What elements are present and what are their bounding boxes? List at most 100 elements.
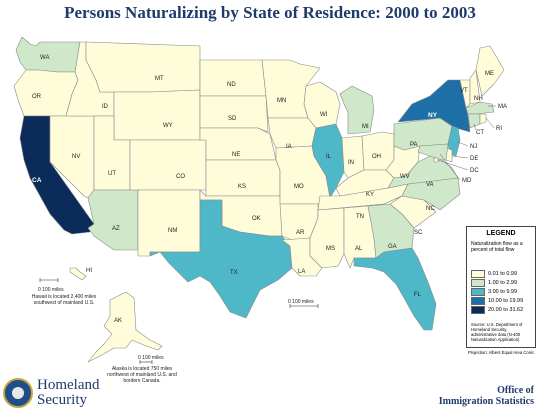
- label-CT: CT: [476, 130, 484, 136]
- label-SC: SC: [414, 230, 423, 236]
- label-VA: VA: [426, 182, 434, 188]
- label-PA: PA: [410, 142, 418, 148]
- state-HI: [69, 267, 87, 281]
- label-ND: ND: [227, 82, 236, 88]
- label-AL: AL: [355, 246, 363, 252]
- label-MS: MS: [326, 246, 335, 252]
- legend-item: 20.00 to 31.62: [471, 305, 524, 314]
- state-TX: [149, 199, 293, 319]
- office-credit: Office of Immigration Statistics: [439, 385, 534, 407]
- label-ME: ME: [485, 71, 494, 77]
- legend-swatch: [471, 305, 485, 314]
- legend-item: 10.00 to 19.99: [471, 296, 523, 305]
- label-MA: MA: [498, 104, 507, 110]
- label-NM: NM: [168, 228, 177, 234]
- label-RI: RI: [496, 126, 502, 132]
- note-hawaii-wrap: Hawaii is located 2,400 miles southwest …: [31, 294, 97, 306]
- label-AK: AK: [114, 318, 122, 324]
- label-CO: CO: [176, 174, 185, 180]
- dhs-wordmark-line2: Security: [37, 392, 87, 408]
- note-hawaii: Hawaii is located 2,400 miles southwest …: [31, 294, 97, 306]
- label-GA: GA: [388, 244, 397, 250]
- label-MT: MT: [155, 76, 164, 82]
- leader-RI: [485, 117, 495, 129]
- label-NC: NC: [426, 206, 435, 212]
- legend-item: 1.00 to 2.99: [471, 278, 518, 287]
- label-MI: MI: [362, 124, 369, 130]
- note-alaska-wrap: Alaska is located 750 miles northwest of…: [107, 366, 177, 384]
- legend-label: 1.00 to 2.99: [488, 279, 518, 286]
- office-line1: Office of: [497, 385, 534, 396]
- label-TN: TN: [356, 214, 364, 220]
- state-IL: [311, 123, 345, 199]
- label-MN: MN: [277, 98, 286, 104]
- label-LA: LA: [298, 269, 305, 275]
- legend-label: 20.00 to 31.62: [488, 306, 524, 313]
- label-WI: WI: [320, 112, 328, 118]
- dhs-wordmark-line1: Homeland: [37, 377, 100, 393]
- legend-swatch: [471, 296, 485, 305]
- legend-item: 0.01 to 0.99: [471, 269, 518, 278]
- label-NJ: NJ: [470, 144, 477, 150]
- scale-bar-ak: [139, 360, 153, 364]
- label-HI: HI: [86, 268, 92, 274]
- legend-label: 3.00 to 9.99: [488, 288, 518, 295]
- label-OK: OK: [252, 216, 261, 222]
- state-ME: [475, 45, 505, 97]
- label-NY: NY: [428, 112, 438, 119]
- label-IL: IL: [326, 154, 332, 160]
- state-SD: [199, 95, 269, 133]
- label-IN: IN: [348, 160, 354, 166]
- label-MO: MO: [294, 184, 304, 190]
- label-AZ: AZ: [112, 226, 120, 232]
- legend-source: Source: U.S. Department of Homeland Secu…: [471, 322, 523, 342]
- label-SD: SD: [228, 116, 237, 122]
- label-OH: OH: [372, 154, 381, 160]
- scale-bar-hi: [39, 278, 59, 282]
- legend-projection: Projection: Albers Equal Area Conic: [467, 350, 535, 355]
- label-CA: CA: [32, 177, 42, 184]
- label-WA: WA: [40, 55, 49, 61]
- label-NE: NE: [232, 152, 240, 158]
- legend-subtitle: Naturalization flow as a percent of tota…: [471, 241, 523, 253]
- dhs-seal-icon: [3, 378, 33, 408]
- legend-swatch: [471, 278, 485, 287]
- label-WV: WV: [400, 174, 410, 180]
- label-UT: UT: [108, 171, 116, 177]
- leader-DE: [451, 155, 469, 159]
- state-AK: [87, 291, 163, 363]
- dhs-logo: Homeland Security: [3, 378, 99, 408]
- legend-swatch: [471, 287, 485, 296]
- dhs-wordmark: Homeland Security: [37, 378, 99, 408]
- label-NH: NH: [474, 96, 483, 102]
- label-VT: VT: [460, 88, 468, 94]
- state-MI: [339, 85, 375, 135]
- label-MD: MD: [462, 178, 472, 184]
- label-IA: IA: [286, 144, 292, 150]
- state-NC: [383, 177, 461, 211]
- scale-label-main: 0 100 miles: [288, 299, 314, 305]
- legend-swatch: [471, 269, 485, 278]
- scale-label-ak: 0 100 miles: [138, 355, 164, 361]
- label-DE: DE: [470, 156, 478, 162]
- label-AR: AR: [296, 230, 305, 236]
- legend-title: LEGEND: [486, 230, 516, 237]
- state-RI: [479, 113, 487, 125]
- label-KY: KY: [366, 192, 374, 198]
- leader-DC: [437, 159, 469, 171]
- state-DC: [433, 157, 439, 163]
- legend-label: 0.01 to 0.99: [488, 270, 518, 277]
- leader-NJ: [457, 141, 469, 147]
- office-line2: Immigration Statistics: [438, 396, 534, 407]
- state-MD: [417, 143, 449, 161]
- label-FL: FL: [414, 292, 422, 298]
- label-WY: WY: [163, 123, 173, 129]
- label-DC: DC: [470, 168, 479, 174]
- label-KS: KS: [238, 184, 246, 190]
- state-FL: [353, 247, 437, 331]
- label-OR: OR: [32, 94, 42, 100]
- legend: LEGEND Naturalization flow as a percent …: [466, 226, 536, 348]
- label-ID: ID: [102, 104, 109, 110]
